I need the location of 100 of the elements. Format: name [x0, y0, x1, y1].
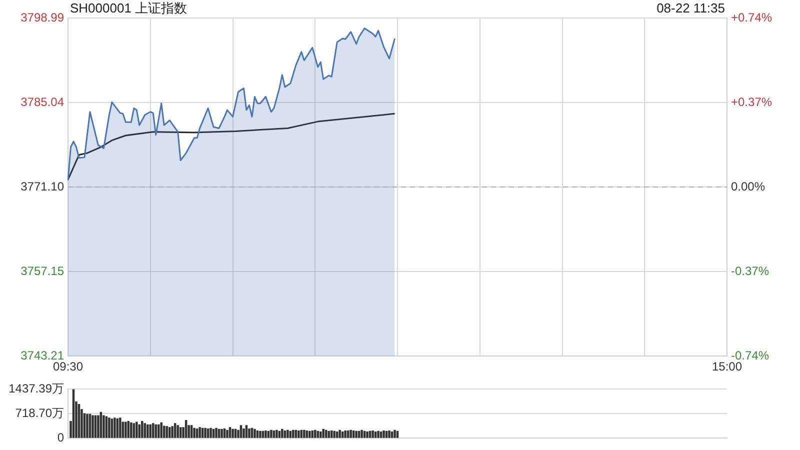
bar	[272, 430, 276, 438]
bar	[314, 430, 316, 438]
bar	[394, 430, 396, 438]
y-tick-label: 3771.10	[20, 179, 64, 194]
bar	[306, 430, 308, 438]
bar	[171, 426, 174, 438]
y2-tick-label: 0.00%	[731, 179, 766, 194]
bar	[152, 423, 154, 438]
bar	[193, 428, 196, 438]
bar	[308, 430, 311, 438]
bar	[245, 425, 248, 438]
bar	[130, 422, 132, 438]
bar	[328, 430, 330, 438]
bar	[388, 430, 390, 438]
bar	[355, 430, 358, 438]
bar	[372, 430, 374, 438]
bar	[352, 430, 355, 438]
bar	[215, 428, 218, 438]
bar	[338, 430, 341, 438]
bar	[232, 428, 234, 438]
bar	[350, 430, 352, 438]
bar	[286, 430, 289, 438]
bar	[240, 425, 242, 438]
bar	[341, 432, 344, 438]
bar	[149, 424, 152, 438]
bar	[303, 430, 306, 438]
bar	[110, 418, 114, 438]
bar	[176, 425, 179, 438]
bar	[259, 430, 262, 438]
bar	[390, 432, 394, 438]
bar	[366, 432, 368, 438]
bar	[146, 424, 149, 438]
bar	[132, 423, 136, 438]
bar	[220, 428, 223, 438]
bar	[360, 430, 363, 438]
bar	[124, 422, 127, 438]
y2-tick-label: +0.37%	[731, 94, 772, 109]
bar	[292, 430, 294, 438]
bar	[276, 430, 278, 438]
bar	[298, 430, 300, 438]
bar	[330, 430, 333, 438]
bar	[226, 430, 228, 438]
bar	[144, 423, 146, 438]
bar	[136, 422, 138, 438]
bar	[346, 430, 350, 438]
bar	[377, 430, 380, 438]
bar	[179, 427, 182, 438]
bar	[264, 430, 267, 438]
y-tick-label: 3798.99	[20, 10, 64, 24]
bar	[228, 427, 232, 438]
bar	[316, 430, 319, 438]
y-tick-label: 3743.21	[20, 348, 64, 362]
bar	[333, 430, 336, 438]
bar	[284, 430, 286, 438]
bar	[160, 422, 162, 438]
bar	[281, 428, 284, 438]
bar	[382, 430, 385, 438]
bar	[270, 430, 272, 438]
bar	[141, 421, 144, 438]
bar	[119, 418, 122, 438]
bar	[254, 428, 256, 438]
chart-title: SH000001 上证指数	[70, 0, 188, 16]
bar	[198, 427, 201, 438]
bar	[223, 428, 226, 438]
bar	[166, 426, 168, 438]
bar	[210, 428, 212, 438]
text: 08-22 11:35	[656, 0, 725, 16]
bar	[92, 415, 94, 438]
bar	[174, 423, 176, 438]
bar	[122, 422, 124, 438]
bar	[204, 428, 206, 438]
bar	[319, 432, 322, 438]
y-tick-label: 3785.04	[20, 94, 64, 109]
x-tick-label: 09:30	[52, 360, 84, 374]
bar	[322, 428, 324, 438]
bar	[374, 432, 377, 438]
bar	[336, 432, 338, 438]
y-tick-label: 718.70万	[15, 406, 64, 420]
y2-tick-label: -0.74%	[731, 348, 770, 362]
y-tick-label: 1437.39万	[8, 382, 64, 396]
bar	[344, 430, 346, 438]
bar	[154, 424, 157, 438]
bar	[168, 427, 171, 438]
bar	[108, 418, 110, 438]
bar	[380, 432, 382, 438]
bar	[102, 415, 105, 438]
bar	[83, 413, 86, 438]
bar	[196, 428, 198, 438]
bar	[97, 415, 100, 438]
bar	[86, 414, 88, 438]
y-tick-label: 3757.15	[20, 264, 64, 278]
y2-tick-label: -0.37%	[731, 264, 770, 278]
bar	[190, 425, 193, 438]
x-tick-label: 15:00	[712, 360, 742, 374]
y-tick-label: 0	[57, 430, 64, 444]
bar	[256, 430, 259, 438]
bar	[248, 428, 250, 438]
bar	[242, 428, 245, 438]
y2-tick-label: +0.74%	[731, 10, 772, 24]
bar	[114, 418, 116, 438]
